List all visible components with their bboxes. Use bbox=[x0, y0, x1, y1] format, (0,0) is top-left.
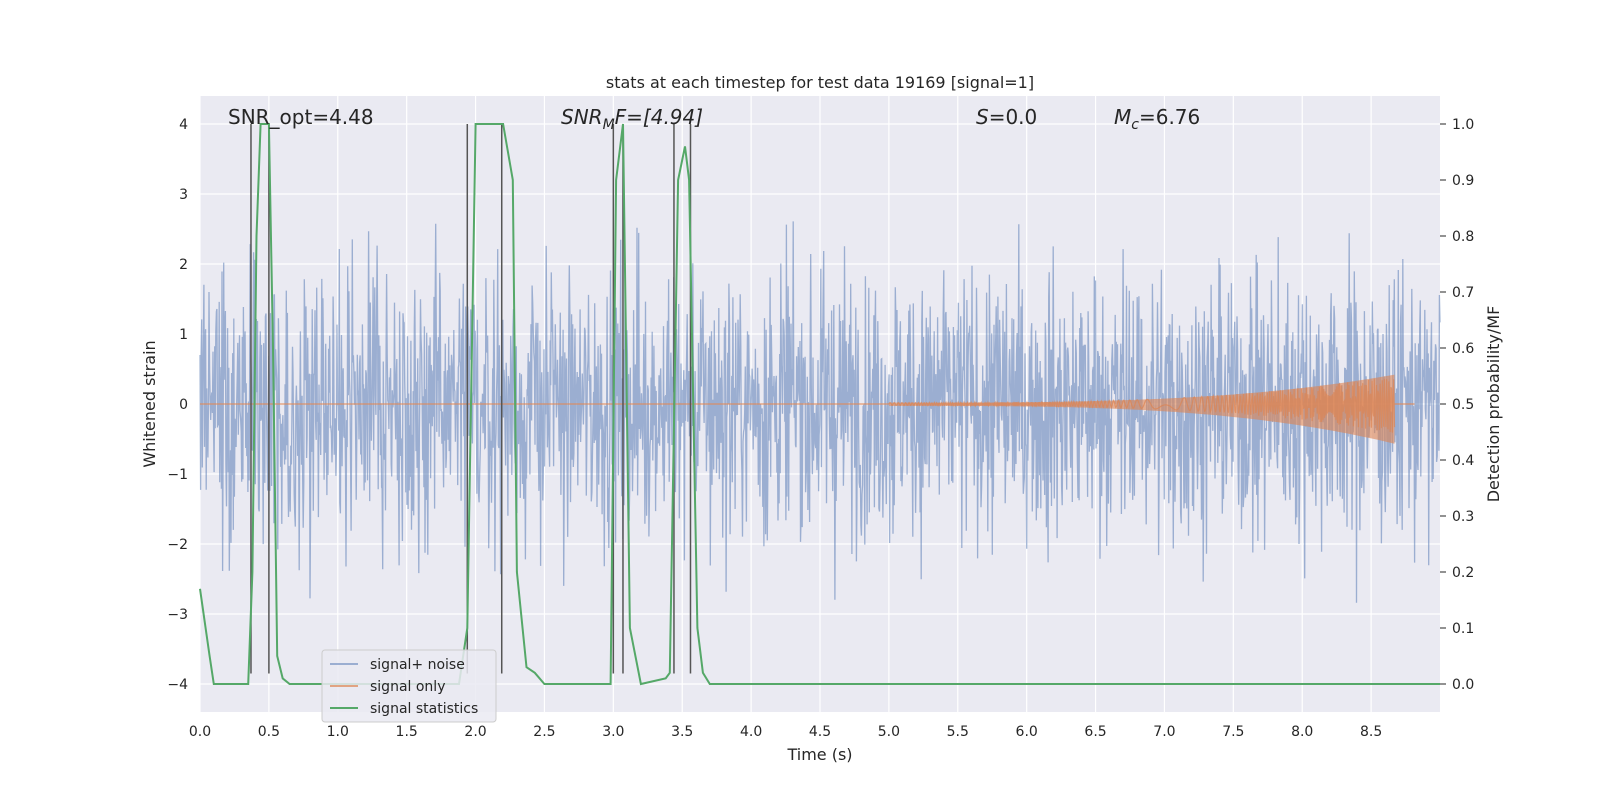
y-right-ticks: 0.0 0.1 0.2 0.3 0.4 0.5 0.6 0.7 0.8 0.9 1.0 bbox=[1440, 117, 1474, 693]
series-signal-statistics bbox=[199, 123, 1440, 686]
annotation-mc-sub: c bbox=[1131, 117, 1139, 133]
x-tick-label-17: 8.5 bbox=[1360, 724, 1382, 740]
y-right-axis-label: Detection probability/MF bbox=[1484, 306, 1503, 503]
x-tick-label-16: 8.0 bbox=[1291, 724, 1313, 740]
signal-statistics-line bbox=[199, 123, 1440, 686]
annotation-s-rest: =0.0 bbox=[989, 105, 1038, 129]
y-right-tick-label-5: 0.5 bbox=[1452, 397, 1474, 413]
annotation-snr-mf: SNRMF=[4.94] bbox=[561, 105, 703, 133]
y-right-tick-label-10: 1.0 bbox=[1452, 117, 1474, 133]
annotation-s: S=0.0 bbox=[976, 105, 1037, 129]
annotation-snr-mf-main: SNR bbox=[561, 105, 603, 129]
y-tick-label-0: −4 bbox=[167, 677, 188, 693]
y-tick-label-3: −1 bbox=[167, 467, 188, 483]
chirp-envelope bbox=[888, 374, 1395, 444]
chart-title: stats at each timestep for test data 191… bbox=[606, 73, 1034, 92]
x-tick-label-14: 7.0 bbox=[1153, 724, 1175, 740]
y-right-tick-label-4: 0.4 bbox=[1452, 453, 1474, 469]
y-tick-label-1: −3 bbox=[167, 607, 188, 623]
y-right-tick-label-0: 0.0 bbox=[1452, 677, 1474, 693]
annotation-snr-mf-rest: F=[4.94] bbox=[615, 105, 703, 129]
x-tick-label-0: 0.0 bbox=[189, 724, 211, 740]
annotation-mc-main: M bbox=[1114, 105, 1131, 129]
y-right-tick-label-7: 0.7 bbox=[1452, 285, 1474, 301]
annotation-snr-opt: SNR_opt=4.48 bbox=[228, 105, 374, 129]
x-tick-label-7: 3.5 bbox=[671, 724, 693, 740]
x-tick-label-9: 4.5 bbox=[809, 724, 831, 740]
x-tick-label-5: 2.5 bbox=[533, 724, 555, 740]
annotation-s-main: S bbox=[976, 105, 989, 129]
y-tick-label-2: −2 bbox=[167, 537, 188, 553]
y-ticks: −4 −3 −2 −1 0 1 2 3 4 bbox=[167, 117, 188, 693]
y-tick-label-5: 1 bbox=[179, 327, 188, 343]
y-tick-label-7: 3 bbox=[179, 187, 188, 203]
x-tick-label-12: 6.0 bbox=[1016, 724, 1038, 740]
y-right-tick-label-9: 0.9 bbox=[1452, 173, 1474, 189]
y-right-tick-label-6: 0.6 bbox=[1452, 341, 1474, 357]
x-tick-label-3: 1.5 bbox=[396, 724, 418, 740]
annotation-mc-rest: =6.76 bbox=[1139, 105, 1200, 129]
legend-label-signal-noise: signal+ noise bbox=[370, 657, 465, 673]
legend-box bbox=[321, 649, 497, 723]
annotation-snr-mf-sub: M bbox=[603, 117, 615, 133]
legend: signal+ noise signal only signal statist… bbox=[321, 649, 497, 723]
legend-label-signal-only: signal only bbox=[370, 679, 445, 695]
x-tick-label-6: 3.0 bbox=[602, 724, 624, 740]
x-tick-label-10: 5.0 bbox=[878, 724, 900, 740]
x-axis-label: Time (s) bbox=[786, 745, 852, 764]
annotation-mc: Mc=6.76 bbox=[1114, 105, 1200, 133]
y-tick-label-8: 4 bbox=[179, 117, 188, 133]
x-tick-label-2: 1.0 bbox=[327, 724, 349, 740]
x-tick-label-15: 7.5 bbox=[1222, 724, 1244, 740]
y-right-tick-label-3: 0.3 bbox=[1452, 509, 1474, 525]
y-right-tick-label-2: 0.2 bbox=[1452, 565, 1474, 581]
series-signal-only bbox=[200, 374, 1415, 444]
y-axis-label: Whitened strain bbox=[140, 340, 159, 467]
x-ticks: 0.0 0.5 1.0 1.5 2.0 2.5 3.0 3.5 4.0 4.5 5.0 5.5 6.0 6… bbox=[189, 724, 1382, 740]
legend-label-signal-statistics: signal statistics bbox=[370, 701, 478, 717]
y-right-tick-label-1: 0.1 bbox=[1452, 621, 1474, 637]
x-tick-label-8: 4.0 bbox=[740, 724, 762, 740]
x-tick-label-13: 6.5 bbox=[1084, 724, 1106, 740]
x-tick-label-1: 0.5 bbox=[258, 724, 280, 740]
x-tick-label-4: 2.0 bbox=[464, 724, 486, 740]
y-tick-label-6: 2 bbox=[179, 257, 188, 273]
y-tick-label-4: 0 bbox=[179, 397, 188, 413]
y-right-tick-label-8: 0.8 bbox=[1452, 229, 1474, 245]
x-tick-label-11: 5.5 bbox=[947, 724, 969, 740]
